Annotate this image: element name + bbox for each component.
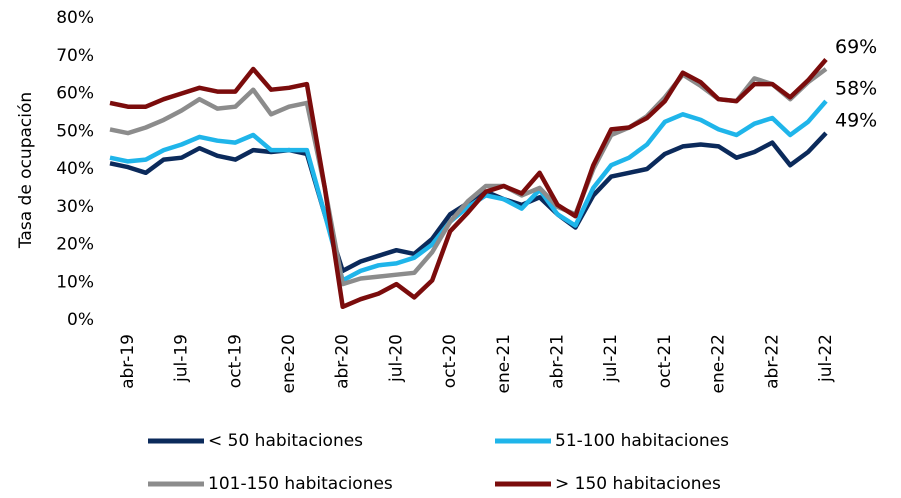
- series-line: [109, 58, 828, 310]
- x-tick-label: ene-21: [494, 334, 514, 393]
- y-tick-label: 60%: [56, 84, 94, 104]
- end-label: 69%: [835, 36, 877, 58]
- x-tick-label: oct-19: [225, 334, 245, 388]
- y-tick-label: 80%: [56, 8, 94, 28]
- x-tick-label: ene-20: [279, 334, 299, 393]
- y-axis-label: Tasa de ocupación: [16, 92, 36, 249]
- x-tick-label: jul-22: [816, 334, 836, 383]
- y-tick-label: 50%: [56, 121, 94, 141]
- x-tick-label: jul-21: [601, 334, 621, 383]
- x-tick-label: abr-22: [762, 334, 782, 389]
- y-tick-label: 30%: [56, 197, 94, 217]
- legend-label: 51-100 habitaciones: [555, 431, 729, 451]
- y-tick-label: 20%: [56, 235, 94, 255]
- y-tick-label: 0%: [67, 310, 94, 330]
- x-tick-label: abr-19: [118, 334, 138, 389]
- y-tick-label: 40%: [56, 159, 94, 179]
- legend-label: 101-150 habitaciones: [208, 474, 393, 494]
- x-tick-label: oct-21: [655, 334, 675, 388]
- end-label: 58%: [835, 78, 877, 100]
- end-label: 49%: [835, 110, 877, 132]
- legend-label: > 150 habitaciones: [555, 474, 721, 494]
- x-tick-label: abr-20: [333, 334, 353, 389]
- x-tick-label: abr-21: [548, 334, 568, 389]
- series-line: [109, 99, 828, 283]
- x-tick-label: jul-20: [386, 334, 406, 383]
- y-tick-label: 10%: [56, 272, 94, 292]
- x-tick-label: jul-19: [172, 334, 192, 383]
- legend-label: < 50 habitaciones: [208, 431, 363, 451]
- x-tick-label: oct-20: [440, 334, 460, 388]
- x-tick-label: ene-22: [709, 334, 729, 393]
- y-tick-label: 70%: [56, 46, 94, 66]
